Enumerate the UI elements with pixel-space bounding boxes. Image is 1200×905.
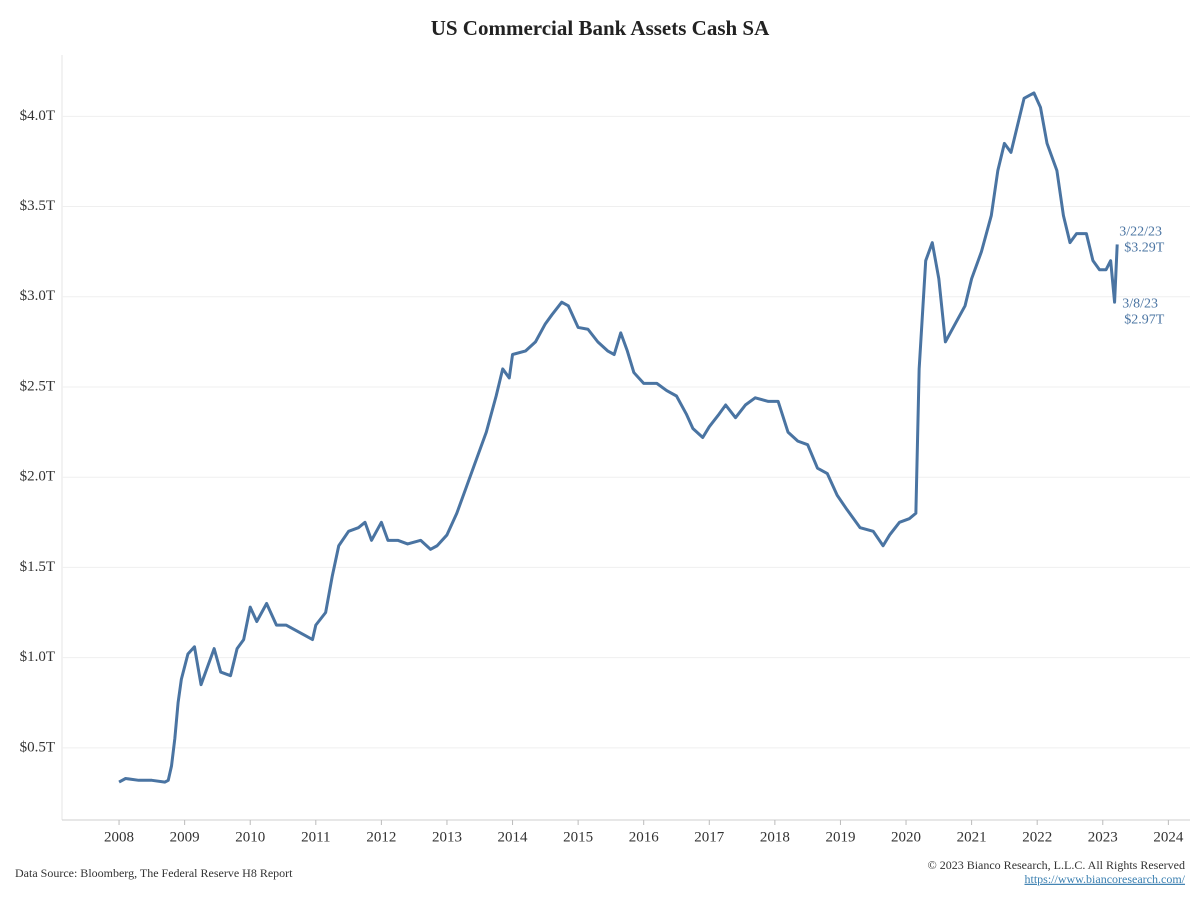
x-tick-label: 2019 (825, 829, 855, 845)
y-tick-label: $2.0T (20, 469, 55, 485)
y-tick-label: $2.5T (20, 378, 55, 394)
x-tick-label: 2008 (104, 829, 134, 845)
x-tick-label: 2016 (629, 829, 660, 845)
annotation: $2.97T (1124, 312, 1165, 327)
x-tick-label: 2012 (366, 829, 396, 845)
y-tick-label: $4.0T (20, 108, 55, 124)
x-tick-label: 2022 (1022, 829, 1052, 845)
y-tick-label: $1.5T (20, 559, 55, 575)
x-tick-label: 2018 (760, 829, 790, 845)
x-tick-label: 2021 (957, 829, 987, 845)
x-tick-label: 2013 (432, 829, 462, 845)
x-tick-label: 2024 (1153, 829, 1184, 845)
y-tick-label: $3.5T (20, 198, 55, 214)
y-tick-label: $0.5T (20, 739, 55, 755)
x-tick-label: 2009 (170, 829, 200, 845)
x-tick-label: 2015 (563, 829, 593, 845)
website-link[interactable]: https://www.biancoresearch.com/ (1024, 872, 1185, 886)
x-tick-label: 2017 (694, 829, 725, 845)
y-tick-label: $1.0T (20, 649, 55, 665)
x-tick-label: 2010 (235, 829, 265, 845)
annotation: $3.29T (1124, 241, 1165, 256)
copyright: © 2023 Bianco Research, L.L.C. All Right… (928, 858, 1185, 872)
source-note: Data Source: Bloomberg, The Federal Rese… (15, 866, 293, 880)
annotation: 3/8/23 (1122, 296, 1158, 311)
x-tick-label: 2020 (891, 829, 921, 845)
chart-title: US Commercial Bank Assets Cash SA (431, 16, 770, 40)
x-tick-label: 2014 (498, 829, 529, 845)
data-line (118, 91, 1119, 784)
x-tick-label: 2023 (1088, 829, 1118, 845)
y-tick-label: $3.0T (20, 288, 55, 304)
annotation: 3/22/23 (1119, 225, 1162, 240)
x-tick-label: 2011 (301, 829, 330, 845)
